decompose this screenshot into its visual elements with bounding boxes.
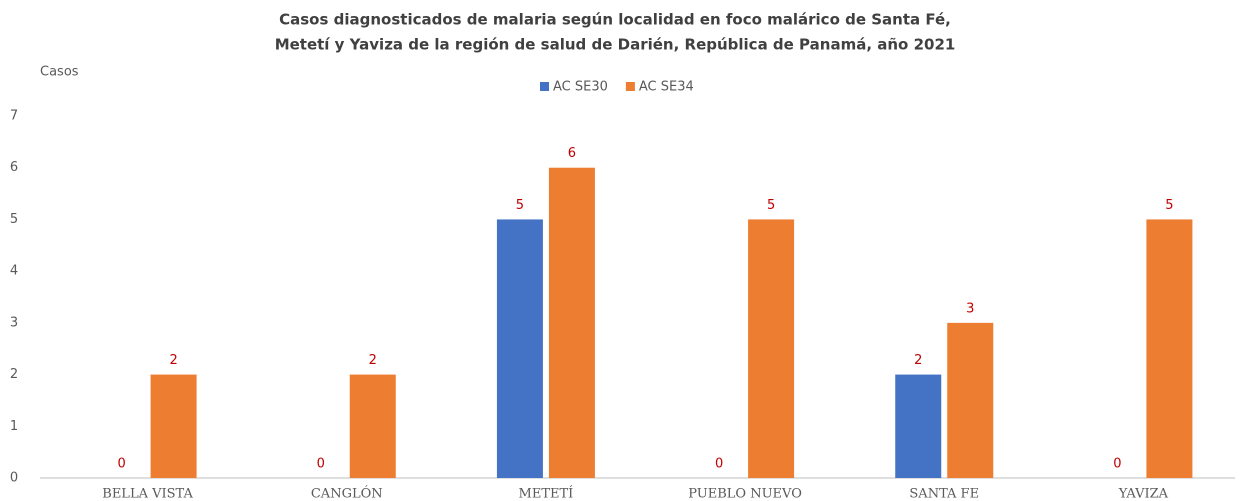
bar	[496, 219, 543, 478]
value-label: 2	[169, 353, 177, 368]
x-tick-label: METETÍ	[519, 486, 574, 501]
y-tick-label: 1	[10, 419, 18, 434]
value-label: 6	[568, 146, 576, 161]
value-label: 2	[369, 353, 377, 368]
bar	[548, 167, 595, 478]
y-tick-label: 5	[10, 212, 18, 227]
x-tick-label: PUEBLO NUEVO	[688, 487, 802, 501]
y-tick-label: 3	[10, 315, 18, 330]
legend-swatch	[540, 82, 549, 91]
y-tick-label: 2	[10, 367, 18, 382]
value-label: 2	[914, 353, 922, 368]
x-tick-label: BELLA VISTA	[102, 487, 193, 501]
x-tick-label: YAVIZA	[1118, 487, 1169, 501]
value-label: 0	[317, 457, 325, 472]
value-label: 5	[516, 198, 524, 213]
bar	[1146, 219, 1193, 478]
y-tick-label: 4	[10, 264, 18, 279]
bar	[150, 374, 197, 478]
value-label: 5	[1165, 198, 1173, 213]
y-tick-label: 7	[10, 109, 18, 124]
value-label: 0	[1113, 457, 1121, 472]
bar	[748, 219, 795, 478]
legend-label: AC SE30	[553, 80, 608, 95]
value-label: 3	[966, 301, 974, 316]
bar	[895, 374, 942, 478]
bar	[349, 374, 396, 478]
chart-title: Casos diagnosticados de malaria según lo…	[279, 11, 951, 29]
value-label: 0	[715, 457, 723, 472]
y-tick-label: 6	[10, 160, 18, 175]
value-label: 5	[767, 198, 775, 213]
legend-label: AC SE34	[639, 80, 694, 95]
x-tick-label: SANTA FE	[909, 487, 979, 501]
value-label: 0	[117, 457, 125, 472]
chart-title: Metetí y Yaviza de la región de salud de…	[275, 36, 956, 54]
legend-swatch	[625, 82, 635, 91]
y-tick-label: 0	[10, 471, 18, 486]
y-axis-label: Casos	[40, 65, 79, 80]
x-tick-label: CANGLÓN	[311, 485, 383, 501]
bar	[947, 322, 994, 478]
